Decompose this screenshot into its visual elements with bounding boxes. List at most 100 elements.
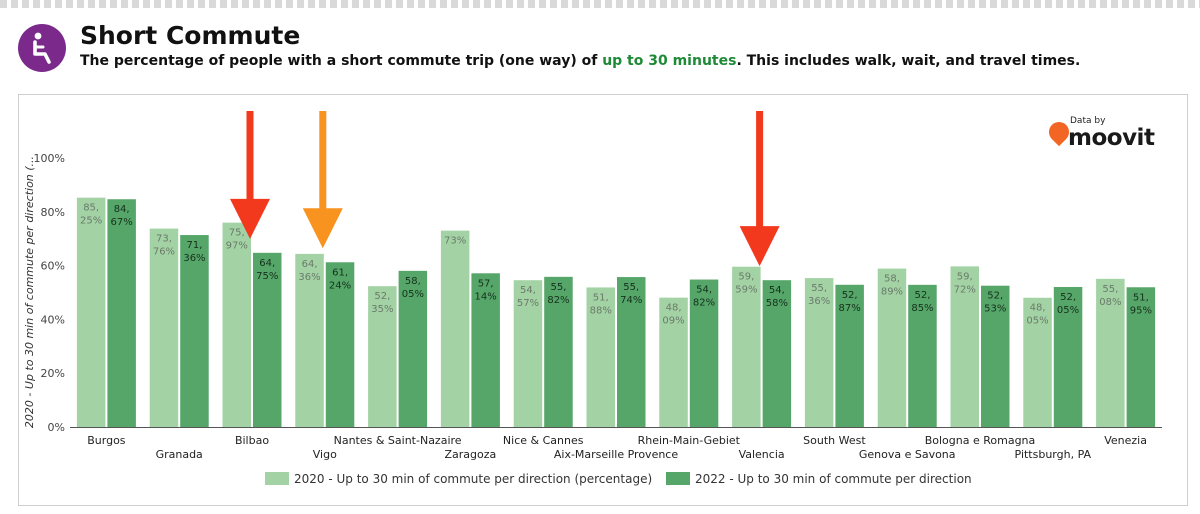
- data-label: 85,: [83, 203, 99, 214]
- data-label: 55,: [550, 282, 566, 293]
- bar-2020: [149, 228, 179, 427]
- data-label: 36%: [808, 296, 830, 307]
- bar-2022: [107, 199, 136, 427]
- bar-2020: [950, 266, 979, 427]
- bar-2022: [253, 252, 282, 427]
- data-label: 52,: [987, 291, 1003, 302]
- bar-2020: [732, 266, 761, 427]
- bar-2020: [440, 230, 470, 427]
- data-label: 71,: [186, 240, 202, 251]
- data-label: 87%: [839, 303, 861, 314]
- data-label: 35%: [371, 304, 393, 315]
- data-label: 55,: [1102, 284, 1118, 295]
- data-label: 75%: [256, 271, 278, 282]
- bar-2022: [1053, 286, 1083, 427]
- data-label: 54,: [769, 285, 785, 296]
- data-label: 54,: [696, 285, 712, 296]
- data-label: 52,: [374, 291, 390, 302]
- bar-2022: [981, 285, 1010, 427]
- arrow-shape: [739, 111, 780, 267]
- arrow-shape: [302, 111, 343, 249]
- data-label: 09%: [662, 316, 684, 327]
- data-label: 53%: [984, 304, 1006, 315]
- bar-2020: [659, 297, 688, 427]
- data-label: 54,: [520, 285, 536, 296]
- bar-2020: [222, 222, 251, 427]
- data-label: 52,: [842, 290, 858, 301]
- bar-2020: [804, 278, 834, 427]
- data-label: 58%: [766, 298, 788, 309]
- category-label: Valencia: [739, 448, 785, 461]
- annotation-arrow: [739, 111, 780, 267]
- bar-2020: [1023, 297, 1052, 427]
- legend-label: 2022 - Up to 30 min of commute per direc…: [695, 472, 972, 486]
- data-label: 58,: [405, 276, 421, 287]
- category-label: Genova e Savona: [859, 448, 956, 461]
- y-axis-title: 2020 - Up to 30 min of commute per direc…: [23, 156, 36, 428]
- data-label: 57%: [517, 298, 539, 309]
- category-label: Vigo: [313, 448, 337, 461]
- annotation-arrow: [302, 111, 343, 249]
- brand-name: moovit: [1068, 125, 1155, 151]
- data-label: 82%: [547, 295, 569, 306]
- legend-swatch-2020: [265, 472, 289, 485]
- data-label: 84,: [114, 204, 130, 215]
- data-label: 64,: [259, 258, 275, 269]
- category-label: Rhein-Main-Gebiet: [638, 434, 741, 447]
- category-label: Aix-Marseille Provence: [554, 448, 678, 461]
- data-label: 36%: [298, 272, 320, 283]
- bar-2022: [325, 262, 355, 427]
- category-label: Bologna e Romagna: [925, 434, 1036, 447]
- category-label: Bilbao: [235, 434, 269, 447]
- category-label: Pittsburgh, PA: [1015, 448, 1092, 461]
- bar-2022: [471, 273, 500, 427]
- y-tick-label: 80%: [41, 206, 65, 219]
- data-label: 36%: [183, 253, 205, 264]
- data-label: 85%: [911, 303, 933, 314]
- y-tick-label: 0%: [48, 421, 65, 434]
- brand-caption: Data by: [1070, 116, 1106, 126]
- moovit-logo: Data by moovit: [1044, 112, 1166, 152]
- category-label: Venezia: [1104, 434, 1147, 447]
- data-label: 05%: [1026, 316, 1048, 327]
- bar-2022: [1126, 287, 1156, 427]
- data-label: 52,: [914, 290, 930, 301]
- y-tick-label: 60%: [41, 260, 65, 273]
- data-label: 82%: [693, 298, 715, 309]
- bar-2020: [586, 287, 615, 427]
- bar-2022: [908, 284, 937, 427]
- data-label: 95%: [1130, 305, 1152, 316]
- data-label: 67%: [111, 217, 133, 228]
- data-label: 75,: [229, 228, 245, 239]
- data-label: 48,: [1030, 303, 1046, 314]
- bar-2022: [180, 235, 209, 427]
- data-label: 55,: [623, 282, 639, 293]
- bar-2020: [877, 268, 907, 427]
- y-tick-label: 20%: [41, 367, 65, 380]
- data-label: 58,: [884, 274, 900, 285]
- data-label: 61,: [332, 267, 348, 278]
- category-label: South West: [803, 434, 866, 447]
- seated-person-icon: [18, 24, 66, 72]
- y-tick-label: 100%: [34, 152, 65, 165]
- bar-2020: [368, 286, 397, 427]
- data-label: 51,: [1133, 292, 1149, 303]
- data-label: 59,: [957, 271, 973, 282]
- data-label: 59%: [735, 285, 757, 296]
- data-label: 64,: [302, 259, 318, 270]
- data-label: 08%: [1099, 297, 1121, 308]
- category-label: Burgos: [87, 434, 126, 447]
- bar-2020: [295, 253, 324, 427]
- bar-2020: [513, 280, 543, 427]
- bar-2022: [689, 279, 719, 427]
- page-subtitle: The percentage of people with a short co…: [80, 53, 1081, 69]
- data-label: 14%: [475, 291, 497, 302]
- data-label: 51,: [593, 292, 609, 303]
- annotation-arrow: [230, 111, 270, 239]
- data-label: 97%: [226, 241, 248, 252]
- page-title: Short Commute: [80, 21, 301, 50]
- data-label: 74%: [620, 295, 642, 306]
- bar-2022: [617, 277, 646, 427]
- bar-2020: [1096, 278, 1125, 427]
